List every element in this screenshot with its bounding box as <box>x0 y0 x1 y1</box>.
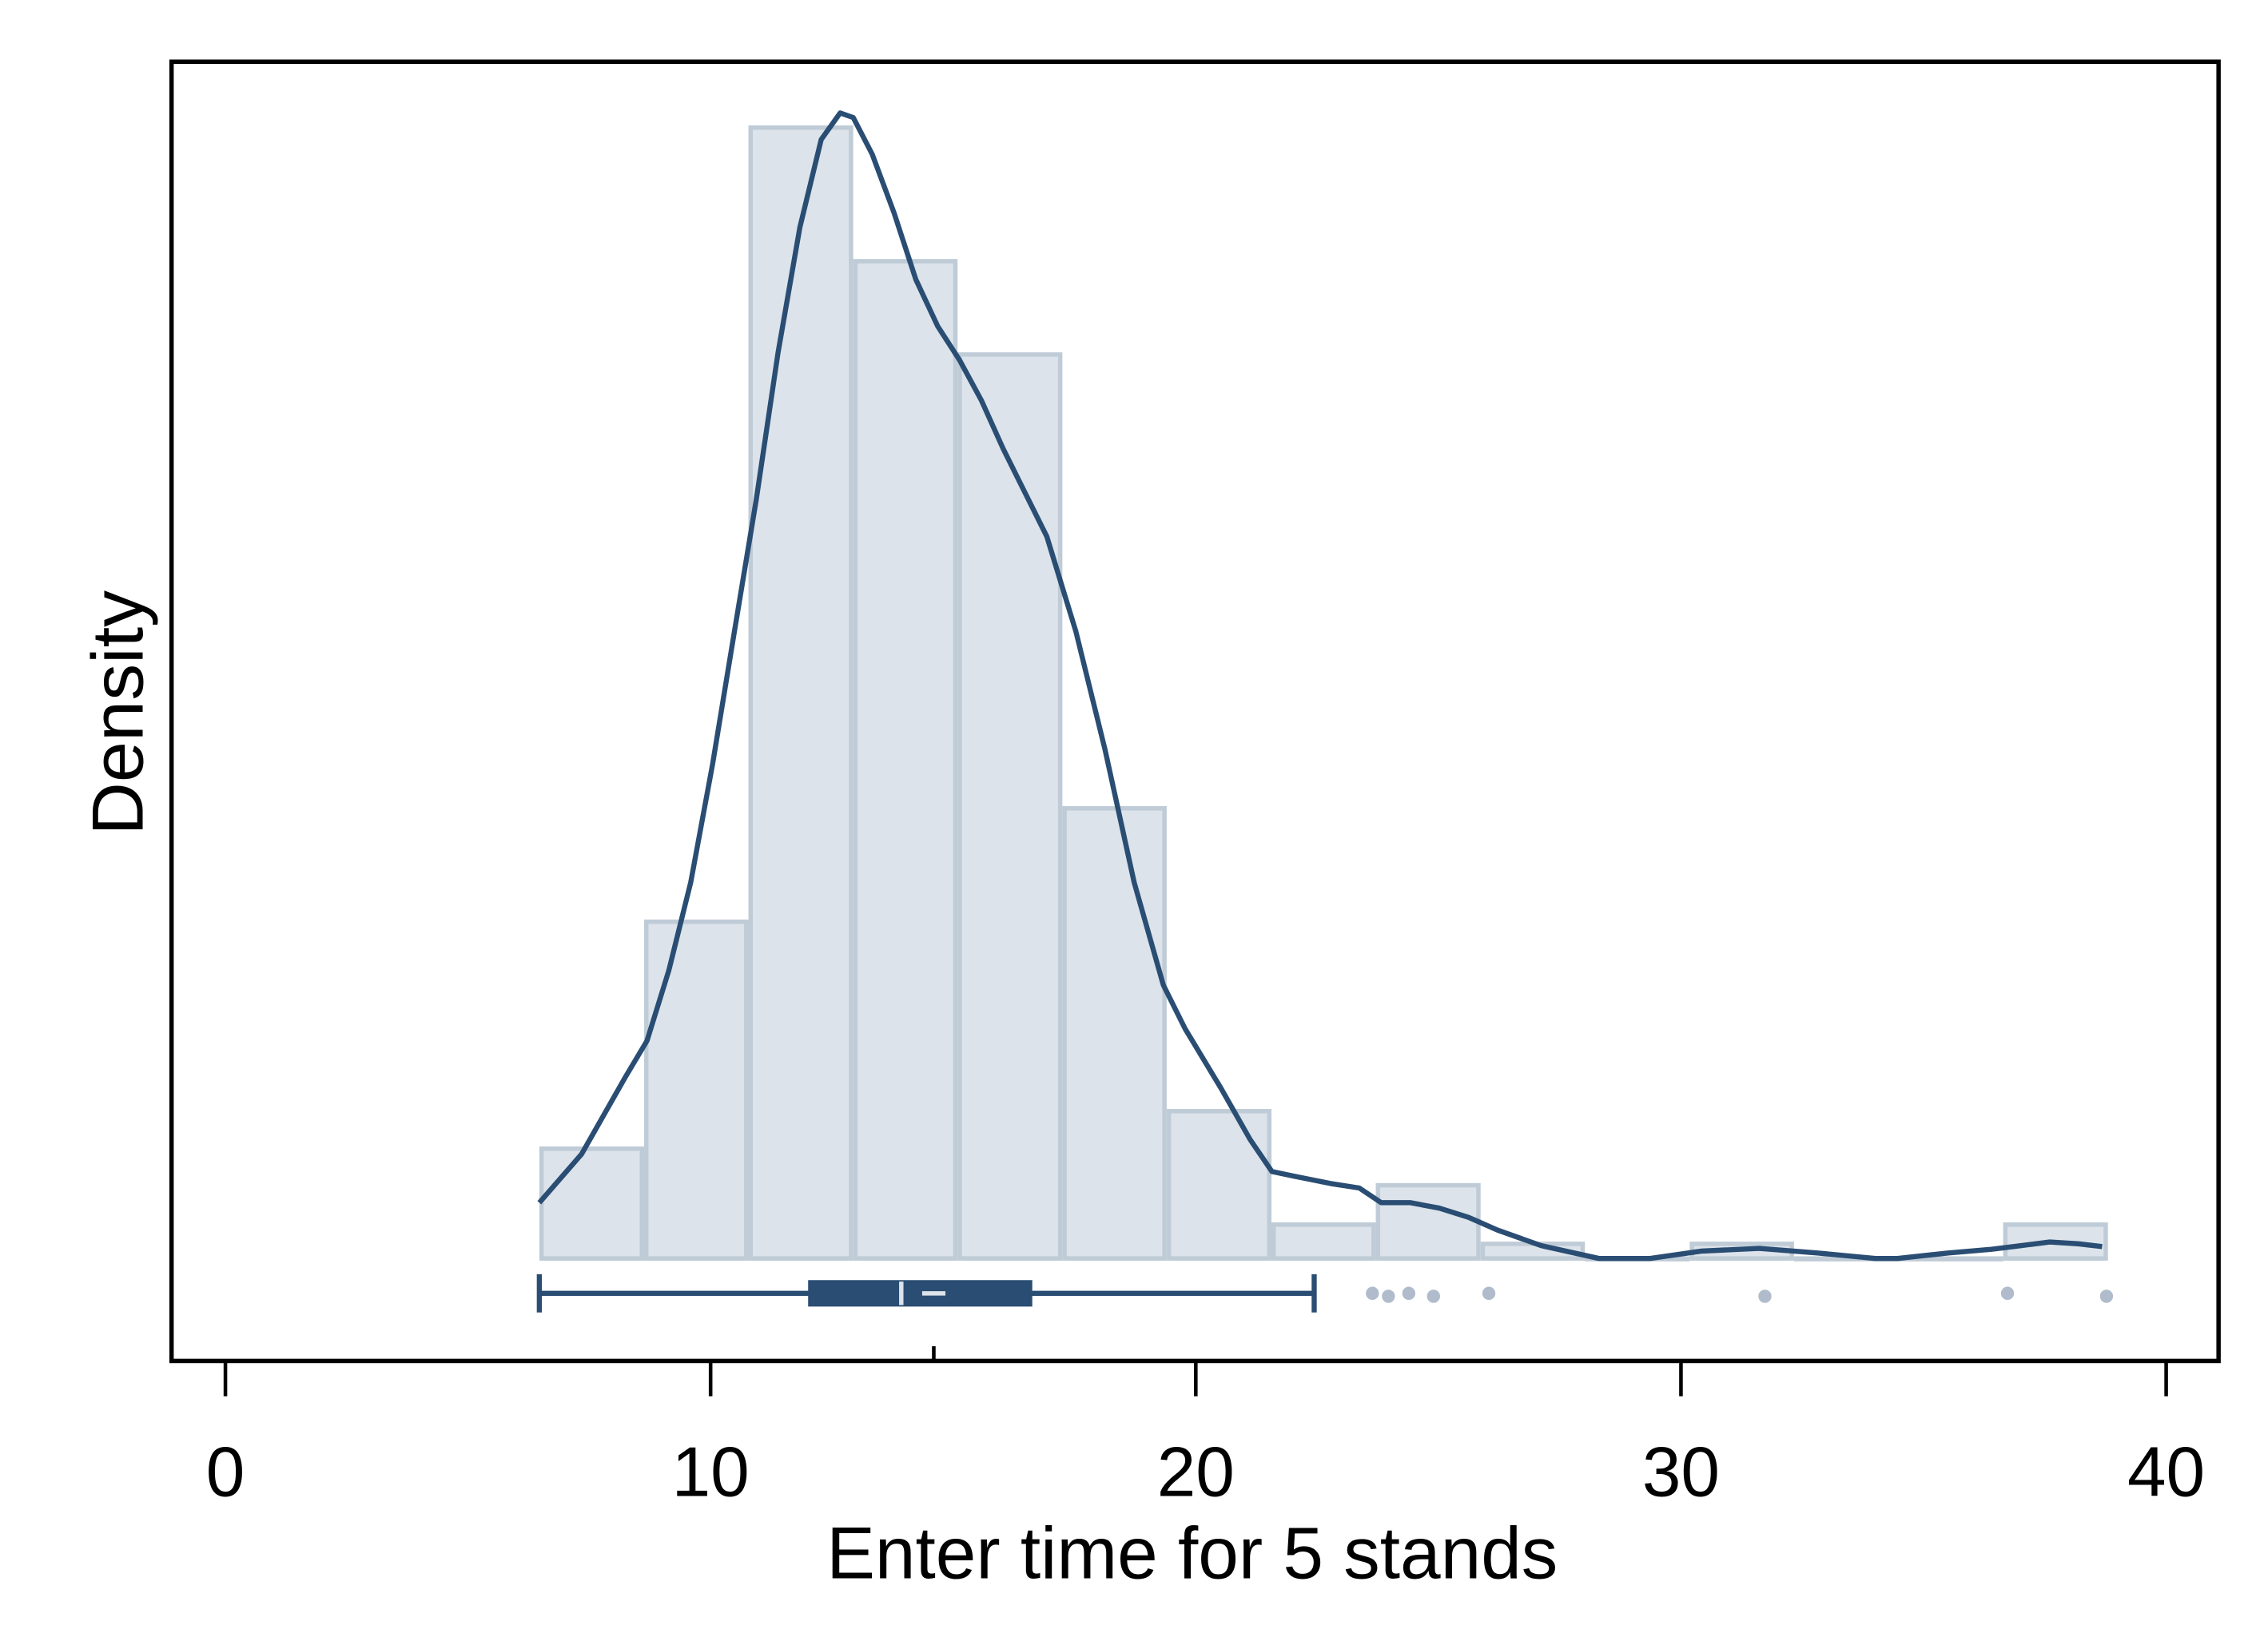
density-line <box>537 110 2103 1262</box>
outlier <box>2000 1286 2015 1301</box>
bar <box>1271 1222 1376 1261</box>
outlier <box>1402 1286 1416 1301</box>
box <box>808 1280 1033 1307</box>
bar <box>1166 1109 1272 1261</box>
bar <box>1062 805 1167 1261</box>
bar <box>957 352 1063 1261</box>
bar <box>539 1146 645 1261</box>
x-tick-label: 10 <box>672 1432 750 1512</box>
bar <box>853 259 958 1261</box>
outlier <box>1366 1286 1379 1301</box>
outlier <box>1758 1289 1772 1303</box>
x-tick-label: 0 <box>206 1432 245 1512</box>
bar <box>1375 1182 1481 1261</box>
outlier <box>2099 1289 2114 1303</box>
x-axis-title: Enter time for 5 stands <box>826 1512 1558 1595</box>
bar <box>748 125 853 1261</box>
x-tick-label: 30 <box>1642 1432 1720 1512</box>
outlier <box>1382 1289 1395 1303</box>
outlier <box>1426 1289 1440 1303</box>
x-tick-label: 20 <box>1157 1432 1235 1512</box>
y-axis-title: Density <box>78 590 158 836</box>
outlier <box>1482 1286 1496 1301</box>
bar <box>644 919 749 1261</box>
x-tick-label: 40 <box>2127 1432 2205 1512</box>
